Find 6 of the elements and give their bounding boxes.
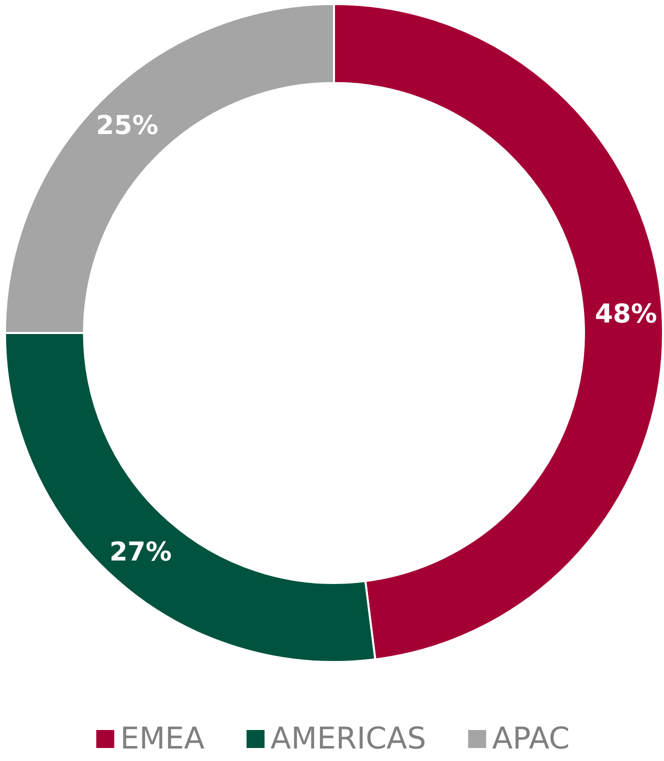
data-label: 27% [109, 537, 172, 568]
legend-label: EMEA [120, 722, 206, 756]
data-label: 25% [96, 111, 158, 142]
data-label: 48% [594, 300, 658, 330]
legend-label: APAC [492, 722, 570, 756]
legend-label: AMERICAS [270, 722, 426, 756]
